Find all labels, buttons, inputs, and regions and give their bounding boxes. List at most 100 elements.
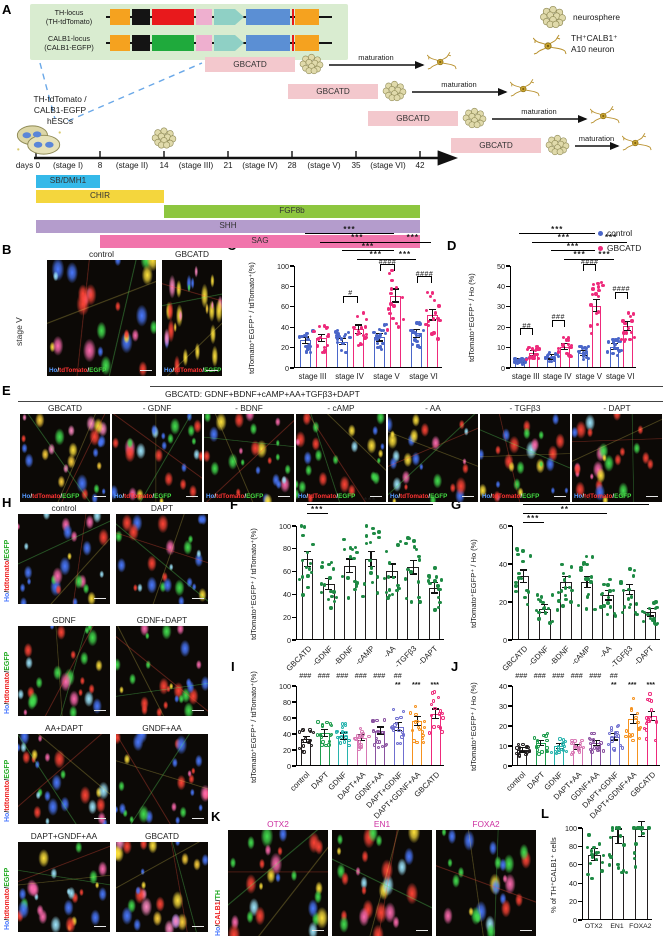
data-dot [569, 742, 574, 746]
sig-bracket-label: #### [378, 258, 397, 266]
fluor-channel-text: Ho [574, 493, 583, 500]
data-dot [357, 747, 361, 751]
data-dot [564, 749, 568, 753]
data-dot [583, 345, 587, 349]
data-dot [641, 832, 645, 836]
error-bar [595, 739, 597, 747]
data-dot [533, 348, 537, 353]
data-dot [542, 607, 546, 611]
cassette-box-on14 [295, 9, 319, 25]
x-tick-label: FOXA2 [629, 923, 652, 930]
data-dot [344, 735, 348, 739]
error-cap [388, 563, 396, 565]
panel-e-image-5-title: - TGFβ3 [509, 403, 541, 413]
data-dot [618, 743, 623, 748]
data-dot [590, 855, 595, 859]
data-dot [593, 607, 597, 612]
data-dot [320, 735, 324, 739]
error-bar [595, 299, 597, 313]
chart-D: ## ### #### #### tdTomato⁺EGFP⁺ / Ho (%) 0 10 2… [466, 225, 664, 388]
error-cap [413, 336, 421, 338]
scale-bar [416, 929, 428, 931]
fluor-channel-text: tdTomato [124, 493, 153, 500]
data-dot [383, 718, 387, 722]
data-dot [622, 605, 626, 609]
data-dot [615, 731, 619, 735]
error-cap [520, 569, 528, 571]
data-dot [546, 606, 550, 611]
data-dot [404, 542, 408, 546]
data-dot [631, 739, 635, 743]
chart-L: % of TH⁺CALB1⁺ cells 0 20 40 60 80 100 OTX2 EN1 F… [548, 808, 664, 938]
cassette-box-ex- [110, 9, 130, 25]
data-dot [436, 337, 440, 341]
data-dot [353, 545, 357, 549]
panel-a-decor [34, 61, 620, 166]
y-tick [290, 347, 294, 349]
data-dot [629, 330, 634, 335]
data-dot [629, 595, 634, 599]
data-dot [534, 609, 539, 613]
y-tick [292, 765, 296, 767]
data-dot [330, 594, 334, 599]
sig-line [563, 258, 596, 260]
data-dot [437, 304, 441, 308]
data-dot [515, 751, 519, 755]
data-dot [605, 613, 610, 617]
error-cap [592, 739, 600, 741]
data-dot [532, 736, 537, 740]
error-cap [395, 722, 403, 724]
sig-stars: *** [598, 250, 611, 259]
error-cap [317, 341, 325, 343]
data-dot [387, 593, 391, 598]
data-dot [592, 746, 597, 750]
cassette-box-neomycin [246, 35, 290, 51]
error-bar [349, 558, 351, 574]
y-tick [508, 563, 512, 565]
error-bar [305, 336, 307, 345]
data-dot [644, 721, 649, 725]
data-dot [318, 335, 322, 340]
data-dot [626, 326, 631, 331]
maturation-label: maturation [358, 53, 394, 62]
fluor-channel-text: / [4, 558, 11, 561]
data-dot [640, 826, 644, 830]
data-dot [564, 739, 568, 744]
data-dot [335, 333, 339, 338]
panel-h-side-label: Ho/tdtomato/EGFP [4, 630, 11, 714]
timeline-day-tick-label: 14 [159, 161, 169, 170]
error-cap [591, 859, 599, 861]
data-dot [537, 597, 541, 602]
data-dot [297, 730, 302, 734]
timeline-stage-label: (stage VI) [370, 161, 406, 170]
y-tick [292, 525, 296, 527]
y-tick [506, 347, 510, 349]
data-dot [588, 324, 593, 328]
hash-mark: ### [589, 671, 602, 680]
fluor-channel-text: Ho [4, 704, 11, 714]
sig-stars: *** [579, 495, 593, 505]
timeline-stage-label: (stage II) [115, 161, 149, 170]
data-dot [633, 865, 638, 869]
fluor-channel-text: / [30, 493, 33, 500]
locus-name: TH-locus (TH-tdTomato) [32, 8, 106, 26]
data-dot [580, 346, 585, 351]
sig-line [320, 241, 395, 243]
data-dot [418, 345, 422, 350]
data-dot [415, 741, 419, 745]
data-dot [335, 596, 339, 600]
data-dot [380, 744, 385, 749]
data-dot [623, 321, 627, 325]
chart-I: tdTomato⁺EGFP⁺ / tdTomato⁺(%) 0 20 40 60 80 10… [248, 658, 446, 820]
data-dot [525, 347, 529, 351]
sig-stars: *** [369, 250, 382, 259]
sig-bracket-label: #### [580, 258, 599, 266]
data-dot [307, 567, 312, 571]
data-dot [396, 583, 400, 587]
y-tick [508, 685, 512, 687]
data-dot [648, 692, 652, 696]
error-cap [413, 724, 421, 726]
legend-neuron-label-2: A10 neuron [571, 44, 615, 54]
data-dot [401, 733, 406, 737]
neurosphere-icon [544, 134, 571, 156]
